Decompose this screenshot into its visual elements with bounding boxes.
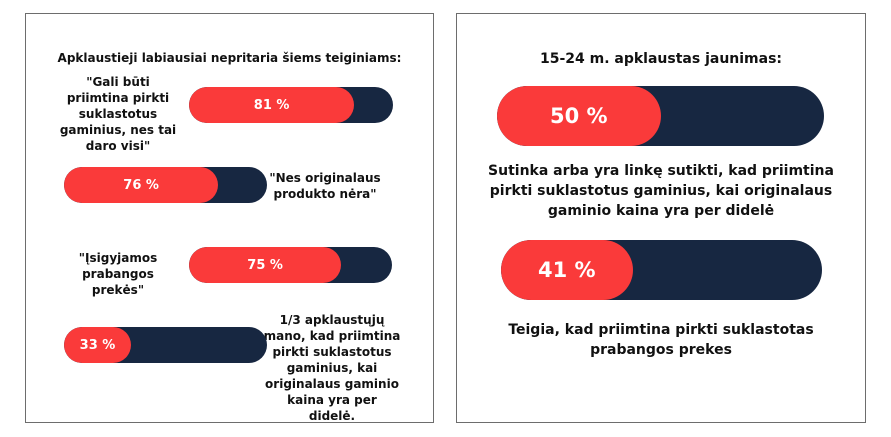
youth-bar-1: 50 % [497, 86, 824, 146]
youth-caption-2: Teigia, kad priimtina pirkti suklastotas… [508, 322, 814, 358]
statement-bar-3: 75 % [189, 247, 392, 283]
statement-label-2: "Nes originalaus produkto nėra" [269, 171, 381, 201]
youth-value-2: 41 % [538, 258, 596, 282]
right-panel [456, 13, 866, 423]
statement-label-1: "Gali būti priimtina pirkti suklastotus … [59, 75, 177, 153]
statement-bar-1: 81 % [189, 87, 393, 123]
youth-caption-1: Sutinka arba yra linkę sutikti, kad prii… [488, 163, 834, 219]
statement-bar-fill-3 [189, 247, 342, 283]
statement-value-1: 81 % [253, 97, 290, 113]
statement-value-2: 76 % [123, 177, 159, 193]
youth-bar-fill-2 [501, 240, 633, 300]
right-heading: 15-24 m. apklaustas jaunimas: [539, 51, 783, 67]
statement-label-3: "Įsigyjamos prabangos prekės" [78, 251, 158, 297]
left-heading: Apklaustieji labiausiai nepritaria šiems… [57, 51, 402, 65]
statement-bar-fill-1 [189, 87, 355, 123]
statement-bar-4: 33 % [64, 327, 267, 363]
youth-value-1: 50 % [549, 104, 608, 128]
statement-bar-fill-4 [64, 327, 131, 363]
statement-value-4: 33 % [79, 337, 116, 353]
youth-bar-fill-1 [497, 86, 661, 146]
statement-bar-2: 76 % [64, 167, 267, 203]
statement-label-4: 1/3 apklaustųjų mano, kad priimtina pirk… [263, 313, 401, 423]
statement-bar-fill-2 [64, 167, 219, 203]
statement-value-3: 75 % [247, 257, 283, 273]
youth-bar-2: 41 % [501, 240, 822, 300]
